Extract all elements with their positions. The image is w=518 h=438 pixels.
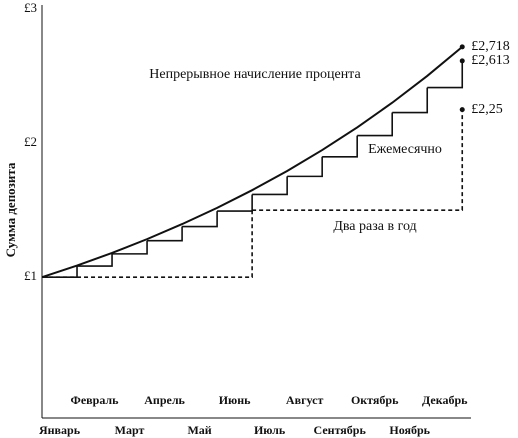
x-tick-label: Февраль	[71, 393, 120, 407]
x-tick-label: Октябрь	[351, 393, 399, 407]
end-point	[459, 44, 465, 50]
step	[322, 135, 358, 158]
step	[77, 253, 113, 267]
data-label: £2,613	[471, 53, 510, 68]
x-tick-label: Апрель	[144, 393, 185, 407]
step	[217, 194, 253, 212]
x-tick-label: Ноябрь	[389, 423, 430, 437]
step	[252, 176, 288, 196]
x-tick-label: Сентябрь	[314, 423, 367, 437]
end-point	[459, 58, 465, 64]
x-tick-label: Март	[115, 423, 145, 437]
series-label: Непрерывное начисление процента	[149, 67, 361, 82]
step	[392, 87, 429, 114]
x-tick-label: Декабрь	[422, 393, 468, 407]
y-tick-label: £3	[24, 0, 37, 15]
y-tick-label: £2	[24, 134, 37, 149]
line	[41, 46, 463, 279]
data-label: £2,25	[471, 102, 503, 117]
step	[147, 226, 183, 242]
series-label: Два раза в год	[333, 219, 416, 234]
x-tick-label: Май	[187, 423, 211, 437]
x-tick-label: Июль	[254, 423, 286, 437]
x-tick-label: Июнь	[219, 393, 251, 407]
step	[182, 211, 218, 228]
x-tick-label: Август	[286, 393, 324, 407]
series-label: Ежемесячно	[368, 142, 442, 157]
step	[427, 109, 464, 211]
step	[427, 60, 464, 89]
y-axis-label: Сумма депозита	[3, 162, 18, 257]
data-label: £2,718	[471, 39, 510, 54]
y-tick-label: £1	[24, 268, 37, 283]
x-tick-label: Январь	[39, 423, 81, 437]
end-point	[459, 107, 465, 113]
step	[217, 210, 253, 279]
step	[357, 112, 394, 137]
step	[112, 240, 148, 255]
step	[287, 156, 323, 178]
